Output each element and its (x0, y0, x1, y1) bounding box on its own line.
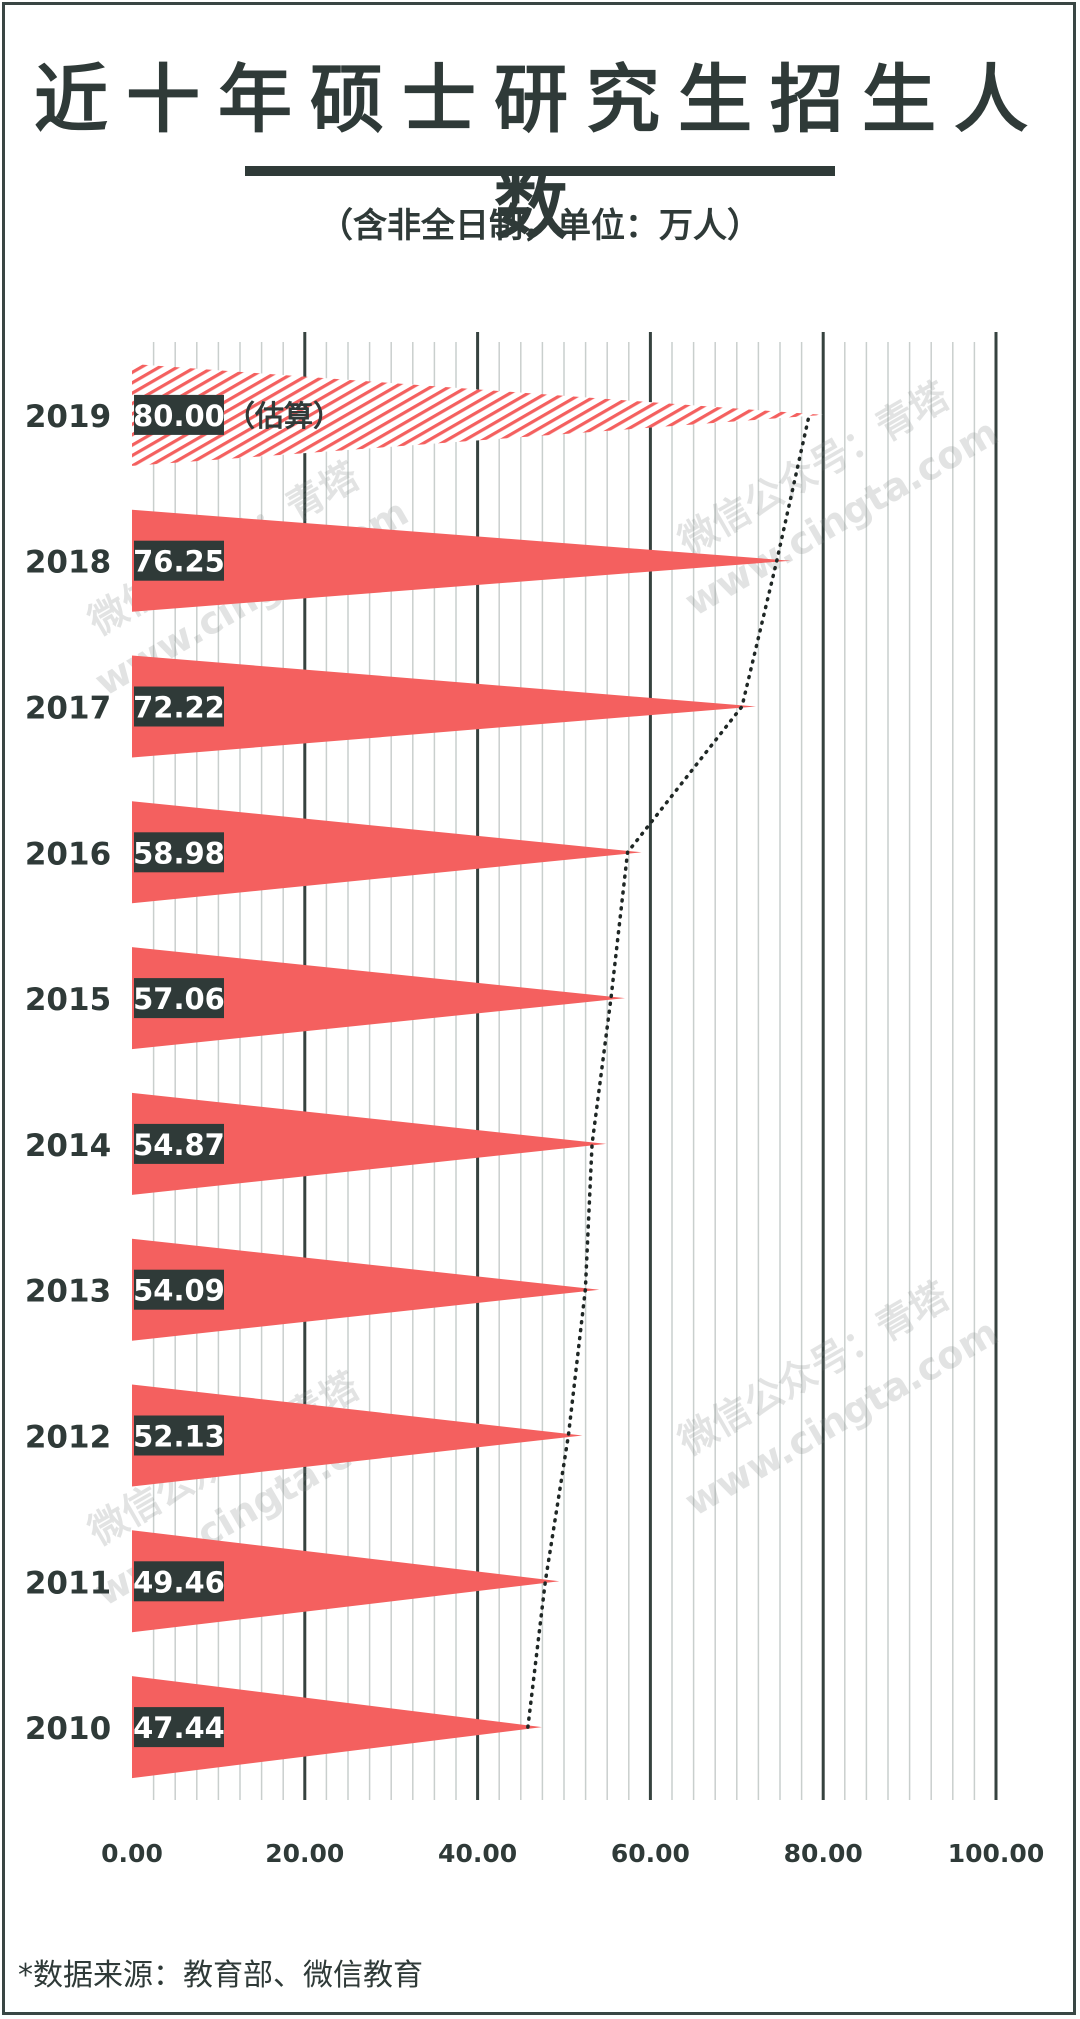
bar (132, 1530, 560, 1633)
value-label: 47.44 (133, 1711, 225, 1745)
bar (132, 801, 642, 904)
category-label: 2019 (25, 399, 111, 435)
bar (132, 1238, 600, 1341)
title-underline (245, 166, 835, 176)
category-label: 2010 (25, 1711, 111, 1747)
value-label-box (134, 1123, 224, 1164)
category-label: 2018 (25, 545, 111, 581)
category-label: 2013 (25, 1274, 111, 1310)
value-label: 58.98 (133, 836, 225, 870)
category-label: 2012 (25, 1420, 111, 1456)
value-label: 52.13 (133, 1420, 225, 1454)
bar-estimate (132, 363, 824, 466)
value-label-box (134, 686, 224, 727)
chart-subtitle: （含非全日制，单位：万人） (319, 206, 761, 246)
category-label: 2011 (25, 1565, 111, 1601)
category-label: 2017 (25, 691, 111, 727)
value-label-box (134, 978, 224, 1019)
value-label-box (134, 1269, 224, 1310)
value-label: 72.22 (133, 691, 225, 725)
bar (132, 1676, 542, 1779)
value-label-box (134, 1415, 224, 1456)
bar (132, 947, 625, 1050)
bar (132, 655, 756, 758)
value-label-box (134, 1707, 224, 1748)
value-label-box (134, 394, 224, 435)
x-tick-label: 80.00 (784, 1839, 863, 1868)
estimate-note: （估算） (226, 399, 342, 433)
category-label: 2016 (25, 836, 111, 872)
trend-dots (526, 413, 811, 1729)
value-label: 54.87 (133, 1128, 225, 1162)
bar (132, 1092, 607, 1195)
value-label-box (134, 540, 224, 581)
value-label: 80.00 (133, 399, 225, 433)
x-tick-label: 60.00 (611, 1839, 690, 1868)
x-tick-label: 20.00 (265, 1839, 344, 1868)
category-label: 2014 (25, 1128, 111, 1164)
category-label: 2015 (25, 982, 111, 1018)
x-tick-label: 100.00 (948, 1839, 1044, 1868)
value-label-box (134, 832, 224, 873)
bar (132, 509, 791, 612)
value-label: 57.06 (133, 982, 225, 1016)
value-label: 49.46 (133, 1565, 225, 1599)
x-tick-label: 0.00 (101, 1839, 163, 1868)
data-source-note: *数据来源：教育部、微信教育 (18, 1958, 423, 1993)
trend-line (526, 413, 811, 1729)
value-label: 54.09 (133, 1274, 225, 1308)
bar (132, 1384, 583, 1487)
value-label-box (134, 1561, 224, 1602)
bars (132, 363, 824, 1779)
value-label: 76.25 (133, 545, 225, 579)
x-tick-label: 40.00 (438, 1839, 517, 1868)
chart-title: 近十年硕士研究生招生人数 (34, 57, 1046, 250)
